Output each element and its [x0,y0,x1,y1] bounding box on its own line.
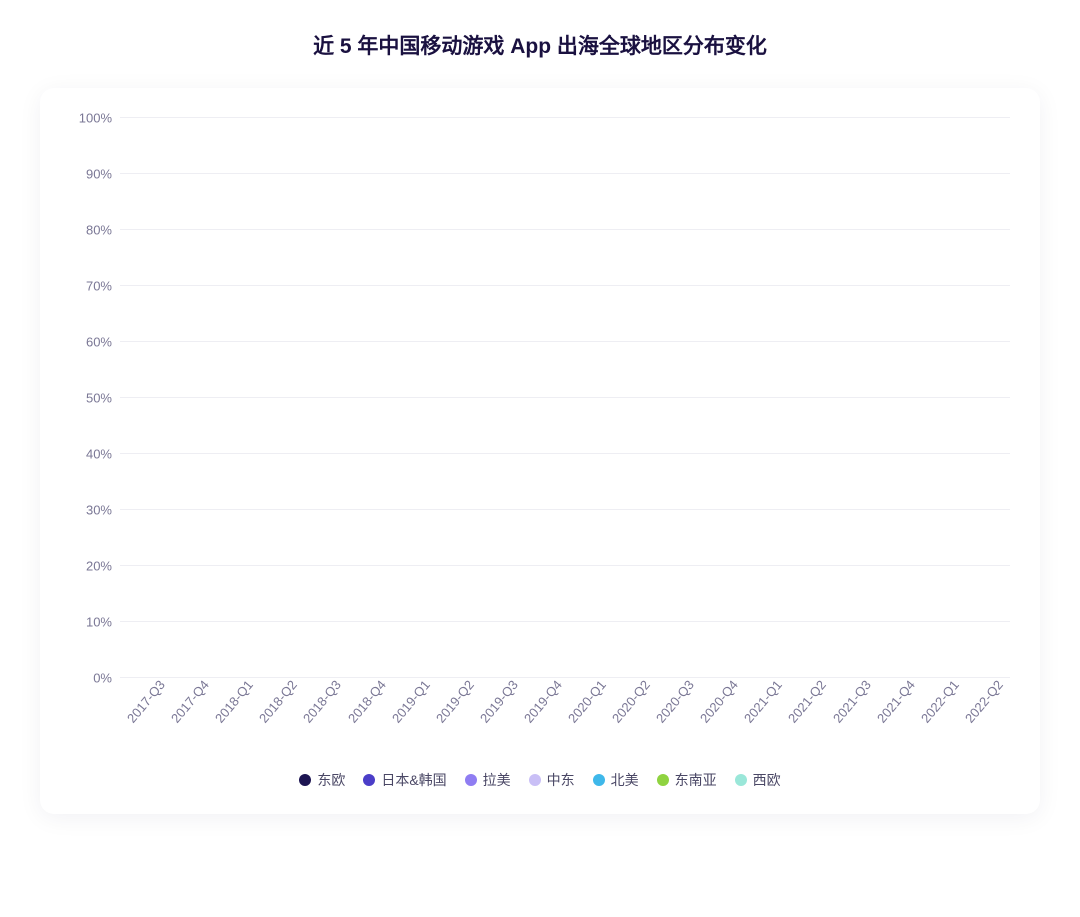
x-tick-label: 2018-Q3 [300,677,344,725]
x-tick-label: 2017-Q3 [124,677,168,725]
x-label-slot: 2018-Q2 [256,678,300,758]
x-label-slot: 2018-Q1 [212,678,256,758]
legend-label: 拉美 [483,770,511,790]
x-label-slot: 2019-Q4 [521,678,565,758]
legend-swatch-sea [657,774,669,786]
x-tick-label: 2021-Q3 [830,677,874,725]
x-tick-label: 2018-Q4 [345,677,389,725]
legend-swatch-latam [465,774,477,786]
gridline [120,509,1010,510]
plot-area [120,118,1010,678]
x-tick-label: 2020-Q1 [565,677,609,725]
legend-item-eastern_europe: 东欧 [299,770,345,790]
y-tick-label: 20% [86,559,112,574]
legend-label: 东南亚 [675,770,717,790]
gridline [120,117,1010,118]
gridline [120,341,1010,342]
x-tick-label: 2020-Q3 [653,677,697,725]
x-label-slot: 2021-Q4 [874,678,918,758]
legend-swatch-middle_east [529,774,541,786]
chart-title: 近 5 年中国移动游戏 App 出海全球地区分布变化 [20,30,1060,60]
page: 近 5 年中国移动游戏 App 出海全球地区分布变化 0% 10% 20% 30% 40… [0,0,1080,834]
legend-item-north_america: 北美 [593,770,639,790]
legend-item-middle_east: 中东 [529,770,575,790]
y-tick-label: 30% [86,503,112,518]
x-tick-label: 2022-Q2 [962,677,1006,725]
gridline [120,173,1010,174]
x-tick-label: 2021-Q4 [874,677,918,725]
legend-swatch-japan_korea [363,774,375,786]
legend-swatch-eastern_europe [299,774,311,786]
x-label-slot: 2017-Q3 [124,678,168,758]
gridline [120,565,1010,566]
legend-swatch-north_america [593,774,605,786]
gridline [120,453,1010,454]
legend-swatch-western_europe [735,774,747,786]
y-axis: 0%10%20%30%40%50%60%70%80%90%100% [70,118,120,678]
x-label-slot: 2019-Q1 [389,678,433,758]
x-label-slot: 2020-Q1 [565,678,609,758]
x-label-slot: 2020-Q3 [653,678,697,758]
x-tick-label: 2017-Q4 [168,677,212,725]
legend-label: 西欧 [753,770,781,790]
y-tick-label: 80% [86,223,112,238]
x-label-slot: 2020-Q4 [697,678,741,758]
x-label-slot: 2021-Q2 [785,678,829,758]
x-label-slot: 2022-Q2 [962,678,1006,758]
x-axis-labels: 2017-Q32017-Q42018-Q12018-Q22018-Q32018-… [120,678,1010,758]
x-label-slot: 2019-Q3 [477,678,521,758]
x-tick-label: 2018-Q2 [256,677,300,725]
x-tick-label: 2019-Q3 [477,677,521,725]
x-tick-label: 2021-Q2 [785,677,829,725]
x-tick-label: 2019-Q1 [389,677,433,725]
legend-item-western_europe: 西欧 [735,770,781,790]
gridline [120,229,1010,230]
y-tick-label: 90% [86,167,112,182]
legend-item-sea: 东南亚 [657,770,717,790]
y-tick-label: 50% [86,391,112,406]
y-tick-label: 0% [93,671,112,686]
y-tick-label: 70% [86,279,112,294]
x-tick-label: 2020-Q2 [609,677,653,725]
x-label-slot: 2021-Q3 [830,678,874,758]
y-tick-label: 100% [79,111,112,126]
x-tick-label: 2019-Q2 [433,677,477,725]
x-tick-label: 2020-Q4 [697,677,741,725]
y-tick-label: 60% [86,335,112,350]
gridline [120,397,1010,398]
legend-label: 日本&韩国 [381,770,446,790]
x-label-slot: 2021-Q1 [741,678,785,758]
y-tick-label: 10% [86,615,112,630]
bars-container [120,118,1010,678]
x-label-slot: 2018-Q4 [344,678,388,758]
legend-label: 东欧 [317,770,345,790]
legend-item-latam: 拉美 [465,770,511,790]
y-tick-label: 40% [86,447,112,462]
x-tick-label: 2018-Q1 [212,677,256,725]
legend-item-japan_korea: 日本&韩国 [363,770,446,790]
x-label-slot: 2017-Q4 [168,678,212,758]
gridline [120,621,1010,622]
legend-label: 中东 [547,770,575,790]
x-label-slot: 2022-Q1 [918,678,962,758]
plot-wrap: 0%10%20%30%40%50%60%70%80%90%100% 2017-Q… [70,118,1010,758]
x-label-slot: 2018-Q3 [300,678,344,758]
x-label-slot: 2019-Q2 [433,678,477,758]
x-tick-label: 2021-Q1 [741,677,785,725]
x-label-slot: 2020-Q2 [609,678,653,758]
x-tick-label: 2022-Q1 [918,677,962,725]
chart-card: 0% 10% 20% 30% 40% 50% 60% 70% 80% 90% 100% 2017-Q… [40,88,1040,814]
legend: 东欧 日本&韩国 拉美 中东 北美 东南亚 西欧 [70,770,1010,790]
x-tick-label: 2019-Q4 [521,677,565,725]
legend-label: 北美 [611,770,639,790]
gridline [120,285,1010,286]
